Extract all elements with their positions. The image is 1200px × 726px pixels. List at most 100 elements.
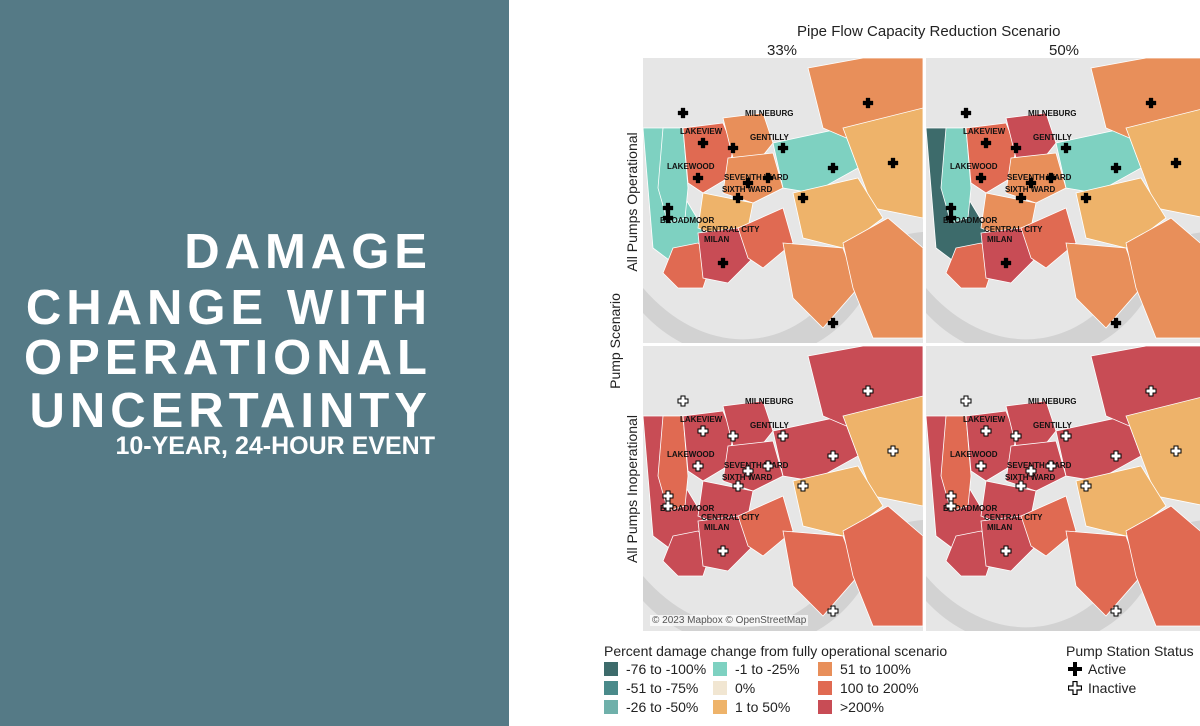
inactive-pump-icon <box>862 385 874 397</box>
active-pump-icon <box>697 137 709 149</box>
neighborhood-region <box>722 440 784 492</box>
slide-subtitle: 10-YEAR, 24-HOUR EVENT <box>115 432 435 460</box>
neighborhood-label: LAKEWOOD <box>950 450 998 459</box>
inactive-pump-icon <box>980 425 992 437</box>
pump-legend-inactive-label: Inactive <box>1088 680 1137 696</box>
river <box>926 232 1200 343</box>
neighborhood-label: GENTILLY <box>750 421 789 430</box>
neighborhood-region <box>722 152 784 204</box>
inactive-pump-icon <box>677 395 689 407</box>
active-pump-icon <box>975 172 987 184</box>
pump-legend-active: Active <box>1068 661 1126 677</box>
legend-swatch <box>818 700 832 714</box>
neighborhood-label: BROADMOOR <box>660 216 714 225</box>
neighborhood-label: BROADMOOR <box>660 504 714 513</box>
neighborhood-label: SIXTH WARD <box>722 473 772 482</box>
neighborhood-label: LAKEVIEW <box>963 127 1006 136</box>
neighborhood-regions <box>643 346 923 627</box>
active-pump-icon <box>945 202 957 214</box>
row-label-operational: All Pumps Operational <box>624 132 640 272</box>
neighborhood-label: CENTRAL CITY <box>984 225 1043 234</box>
active-pump-icon <box>692 172 704 184</box>
active-pump-icon <box>980 137 992 149</box>
map-svg: MILNEBURG LAKEVIEW GENTILLY LAKEWOOD SEVENTH… <box>643 346 923 631</box>
neighborhood-label: MILAN <box>704 235 730 244</box>
inactive-pump-icon <box>1000 545 1012 557</box>
slide-title-line-4: UNCERTAINTY <box>29 384 432 438</box>
active-pump-icon <box>960 107 972 119</box>
neighborhood-region <box>1125 397 1200 506</box>
legend-swatch <box>713 681 727 695</box>
neighborhood-region <box>1065 530 1142 617</box>
legend-item: -26 to -50% <box>604 699 698 715</box>
inactive-pump-icon <box>827 605 839 617</box>
pump-legend-active-label: Active <box>1088 661 1127 677</box>
active-pump-icon <box>862 97 874 109</box>
legend-label: -76 to -100% <box>626 661 707 677</box>
neighborhood-regions <box>643 58 923 339</box>
legend-label: 0% <box>735 680 756 696</box>
active-pump-icon <box>1060 142 1072 154</box>
inactive-pump-icon <box>732 480 744 492</box>
active-pump-icon <box>1145 97 1157 109</box>
legend-item: 100 to 200% <box>818 680 919 696</box>
active-pump-icon <box>827 317 839 329</box>
active-pump-icon <box>1068 662 1082 676</box>
active-pump-icon <box>677 107 689 119</box>
inactive-pump-icon <box>975 460 987 472</box>
neighborhood-region <box>1125 505 1200 627</box>
inactive-pump-icon <box>777 430 789 442</box>
inactive-pump-icon <box>692 460 704 472</box>
legend-label: -51 to -75% <box>626 680 699 696</box>
active-pump-icon <box>1015 192 1027 204</box>
neighborhood-label: GENTILLY <box>1033 421 1072 430</box>
active-pump-icon <box>797 192 809 204</box>
inactive-pump-icon <box>762 460 774 472</box>
legend-item: 51 to 100% <box>818 661 911 677</box>
map-operational-50: MILNEBURG LAKEVIEW GENTILLY LAKEWOOD SEVENTH… <box>926 58 1200 343</box>
legend-label: 51 to 100% <box>840 661 911 677</box>
pump-legend-inactive: Inactive <box>1067 680 1137 696</box>
inactive-pump-icon <box>1060 430 1072 442</box>
neighborhood-label: MILAN <box>987 235 1013 244</box>
neighborhood-label: CENTRAL CITY <box>701 513 760 522</box>
map-attribution[interactable]: © 2023 Mapbox © OpenStreetMap <box>650 615 809 626</box>
active-pump-icon <box>1170 157 1182 169</box>
inactive-pump-icon <box>1110 605 1122 617</box>
legend-swatch <box>818 681 832 695</box>
active-pump-icon <box>1080 192 1092 204</box>
inactive-pump-icon <box>945 500 957 512</box>
neighborhood-label: MILNEBURG <box>745 397 793 406</box>
inactive-pump-icon <box>1170 445 1182 457</box>
legend-label: >200% <box>840 699 884 715</box>
neighborhood-label: SEVENTH WARD <box>1007 173 1072 182</box>
legend-item: 1 to 50% <box>713 699 790 715</box>
map-inoperational-33: MILNEBURG LAKEVIEW GENTILLY LAKEWOOD SEVENTH… <box>643 346 923 631</box>
legend-item: 0% <box>713 680 755 696</box>
active-pump-icon <box>945 212 957 224</box>
neighborhood-label: SIXTH WARD <box>722 185 772 194</box>
neighborhood-label: MILNEBURG <box>1028 109 1076 118</box>
neighborhood-label: LAKEWOOD <box>667 450 715 459</box>
neighborhood-region <box>842 107 923 219</box>
active-pump-icon <box>662 212 674 224</box>
legend-item: -1 to -25% <box>713 661 800 677</box>
neighborhood-regions <box>926 58 1200 339</box>
neighborhood-region <box>1065 242 1142 329</box>
neighborhood-region <box>697 227 754 284</box>
inactive-pump-icon <box>1145 385 1157 397</box>
inactive-pump-icon <box>1110 450 1122 462</box>
neighborhood-regions <box>926 346 1200 627</box>
neighborhood-label: SEVENTH WARD <box>1007 461 1072 470</box>
inactive-pump-icon <box>797 480 809 492</box>
legend-title: Percent damage change from fully operati… <box>604 643 948 659</box>
map-svg: MILNEBURG LAKEVIEW GENTILLY LAKEWOOD SEVENTH… <box>643 58 923 343</box>
neighborhood-region <box>737 495 794 557</box>
inactive-pump-icon <box>827 450 839 462</box>
slide-title-line-3: OPERATIONAL <box>24 331 432 385</box>
active-pump-icon <box>1010 142 1022 154</box>
neighborhood-label: SEVENTH WARD <box>724 173 789 182</box>
legend-label: -1 to -25% <box>735 661 800 677</box>
inactive-pump-icon <box>960 395 972 407</box>
active-pump-icon <box>742 177 754 189</box>
